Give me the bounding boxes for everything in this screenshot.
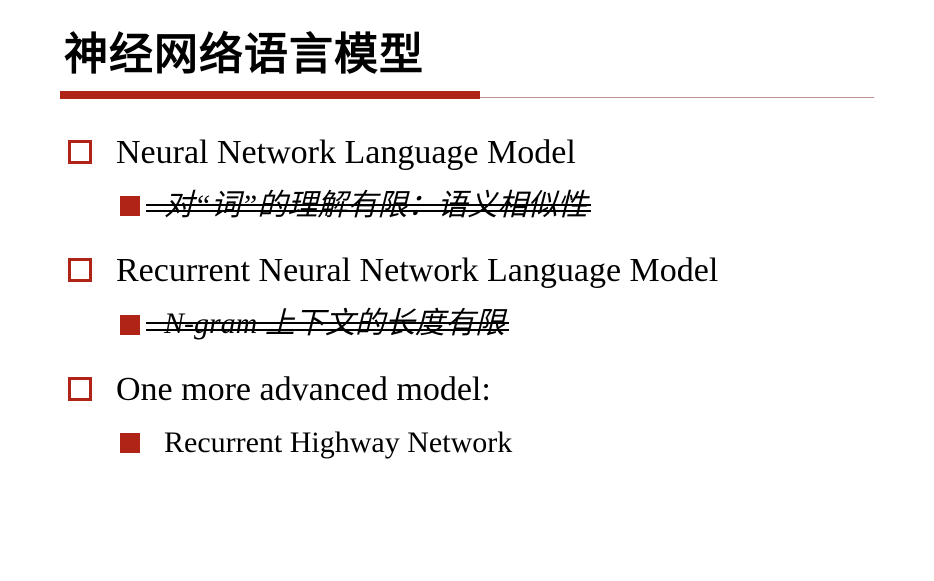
solid-square-icon	[120, 196, 140, 216]
strike-line-icon	[146, 329, 509, 331]
bullet-level1: One more advanced model:	[68, 367, 874, 413]
bullet-text: One more advanced model:	[116, 367, 491, 413]
content-area: Neural Network Language Model 对“词”的理解有限：…	[60, 130, 874, 463]
solid-square-icon	[120, 315, 140, 335]
title-rule	[60, 88, 874, 102]
hollow-square-icon	[68, 140, 92, 164]
bullet-text-strikethrough: N-gram 上下文的长度有限	[164, 304, 505, 345]
strike-line-icon	[146, 204, 591, 206]
bullet-text: Recurrent Highway Network	[164, 423, 512, 464]
bullet-level2: Recurrent Highway Network	[120, 423, 874, 464]
bullet-level2: 对“词”的理解有限：语义相似性	[120, 186, 874, 227]
bullet-level2: N-gram 上下文的长度有限	[120, 304, 874, 345]
strike-line-icon	[146, 210, 591, 212]
bullet-level1: Neural Network Language Model	[68, 130, 874, 176]
title-rule-thick	[60, 91, 480, 99]
strike-line-icon	[146, 322, 509, 324]
solid-square-icon	[120, 433, 140, 453]
hollow-square-icon	[68, 258, 92, 282]
hollow-square-icon	[68, 377, 92, 401]
bullet-text: Neural Network Language Model	[116, 130, 576, 176]
bullet-text-strikethrough: 对“词”的理解有限：语义相似性	[164, 186, 587, 227]
slide-title: 神经网络语言模型	[60, 18, 874, 82]
bullet-text: Recurrent Neural Network Language Model	[116, 248, 718, 294]
bullet-level1: Recurrent Neural Network Language Model	[68, 248, 874, 294]
slide-root: 神经网络语言模型 Neural Network Language Model 对…	[0, 0, 934, 581]
